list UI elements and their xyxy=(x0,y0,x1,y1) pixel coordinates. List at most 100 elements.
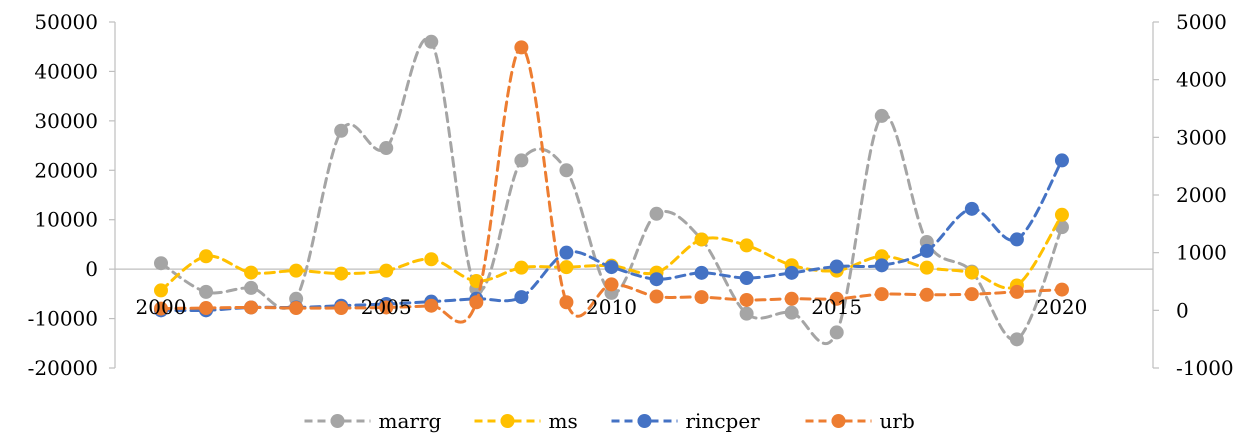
data-point-urb xyxy=(199,301,214,316)
data-point-ms xyxy=(739,238,754,253)
series-layer xyxy=(154,34,1069,347)
data-point-marrg xyxy=(514,153,529,168)
data-point-rincper xyxy=(649,272,664,287)
data-point-marrg xyxy=(649,206,664,221)
data-point-marrg xyxy=(424,34,439,49)
data-point-marrg xyxy=(154,256,168,271)
data-point-urb xyxy=(829,291,844,306)
left-y-tick-label: 0 xyxy=(85,257,98,281)
data-point-rincper xyxy=(739,271,754,286)
right-y-tick-label: 4000 xyxy=(1176,68,1227,92)
data-point-urb xyxy=(694,290,709,305)
data-point-urb xyxy=(244,300,259,315)
legend-label: marrg xyxy=(379,409,442,433)
data-point-urb xyxy=(289,301,304,316)
data-point-ms xyxy=(559,260,574,275)
data-point-urb xyxy=(559,295,574,310)
legend-item-rincper: rincper xyxy=(611,409,761,433)
data-point-urb xyxy=(514,40,529,55)
legend-swatch-marker xyxy=(330,414,345,428)
data-point-urb xyxy=(739,292,754,307)
series-line-urb xyxy=(159,45,1064,324)
x-tick-label: 2010 xyxy=(586,295,637,319)
series-urb xyxy=(154,40,1069,324)
legend-swatch-marker xyxy=(637,414,652,428)
legend-item-ms: ms xyxy=(474,409,578,433)
data-point-ms xyxy=(514,260,529,275)
data-point-ms xyxy=(424,252,439,267)
data-point-marrg xyxy=(784,305,799,320)
data-point-marrg xyxy=(199,284,214,299)
data-point-urb xyxy=(919,287,934,302)
data-point-rincper xyxy=(514,290,529,305)
left-y-tick-label: -10000 xyxy=(28,307,98,331)
labels-layer: -20000-1000001000020000300004000050000-1… xyxy=(28,10,1234,380)
right-y-tick-label: 0 xyxy=(1176,298,1189,322)
data-point-rincper xyxy=(604,260,619,275)
x-tick-label: 2015 xyxy=(811,295,862,319)
data-point-ms xyxy=(289,263,304,278)
data-point-marrg xyxy=(244,280,259,295)
data-point-ms xyxy=(334,266,349,281)
data-point-ms xyxy=(1054,207,1069,222)
legend-item-marrg: marrg xyxy=(304,409,442,433)
data-point-rincper xyxy=(1054,153,1069,168)
data-point-ms xyxy=(199,249,214,264)
data-point-marrg xyxy=(874,108,889,123)
legend-swatch-marker xyxy=(500,414,515,428)
left-y-tick-label: 50000 xyxy=(34,10,98,34)
data-point-rincper xyxy=(784,265,799,280)
data-point-urb xyxy=(469,295,484,310)
data-point-ms xyxy=(694,232,709,247)
data-point-urb xyxy=(604,277,619,292)
legend-swatch-marker xyxy=(831,414,846,428)
left-y-tick-label: 30000 xyxy=(34,109,98,133)
right-y-tick-label: 1000 xyxy=(1176,241,1227,265)
data-point-rincper xyxy=(964,201,979,216)
data-point-urb xyxy=(154,301,168,316)
data-point-rincper xyxy=(559,245,574,260)
data-point-urb xyxy=(649,289,664,304)
left-y-tick-label: 20000 xyxy=(34,158,98,182)
data-point-urb xyxy=(334,301,349,316)
data-point-marrg xyxy=(559,163,574,178)
right-y-tick-label: 5000 xyxy=(1176,10,1227,34)
x-tick-label: 2005 xyxy=(361,295,412,319)
right-y-tick-label: 2000 xyxy=(1176,183,1227,207)
data-point-rincper xyxy=(874,258,889,273)
data-point-urb xyxy=(424,298,439,313)
legend-label: urb xyxy=(880,409,915,433)
x-tick-label: 2000 xyxy=(136,295,187,319)
left-y-tick-label: 40000 xyxy=(34,59,98,83)
right-y-tick-label: 3000 xyxy=(1176,125,1227,149)
data-point-ms xyxy=(154,283,168,298)
data-point-urb xyxy=(874,287,889,302)
data-point-rincper xyxy=(1009,232,1024,247)
data-point-marrg xyxy=(829,325,844,340)
data-point-urb xyxy=(964,287,979,302)
right-y-tick-label: -1000 xyxy=(1176,356,1234,380)
data-point-marrg xyxy=(739,306,754,321)
axes-layer xyxy=(109,21,1159,369)
data-point-urb xyxy=(379,300,394,315)
data-point-ms xyxy=(379,263,394,278)
x-tick-label: 2020 xyxy=(1036,295,1087,319)
series-line-marrg xyxy=(159,37,1064,345)
data-point-marrg xyxy=(379,141,394,156)
legend-label: rincper xyxy=(686,409,761,433)
data-point-ms xyxy=(244,265,259,280)
left-y-tick-label: 10000 xyxy=(34,208,98,232)
left-y-tick-label: -20000 xyxy=(28,356,98,380)
legend-item-urb: urb xyxy=(805,409,915,433)
data-point-rincper xyxy=(694,265,709,280)
data-point-ms xyxy=(964,265,979,280)
legend-label: ms xyxy=(549,409,578,433)
data-point-marrg xyxy=(1009,332,1024,347)
legend: marrg ms rincper urb xyxy=(304,409,915,433)
data-point-marrg xyxy=(334,123,349,138)
data-point-rincper xyxy=(829,259,844,274)
data-point-urb xyxy=(1054,282,1069,297)
data-point-urb xyxy=(784,291,799,306)
